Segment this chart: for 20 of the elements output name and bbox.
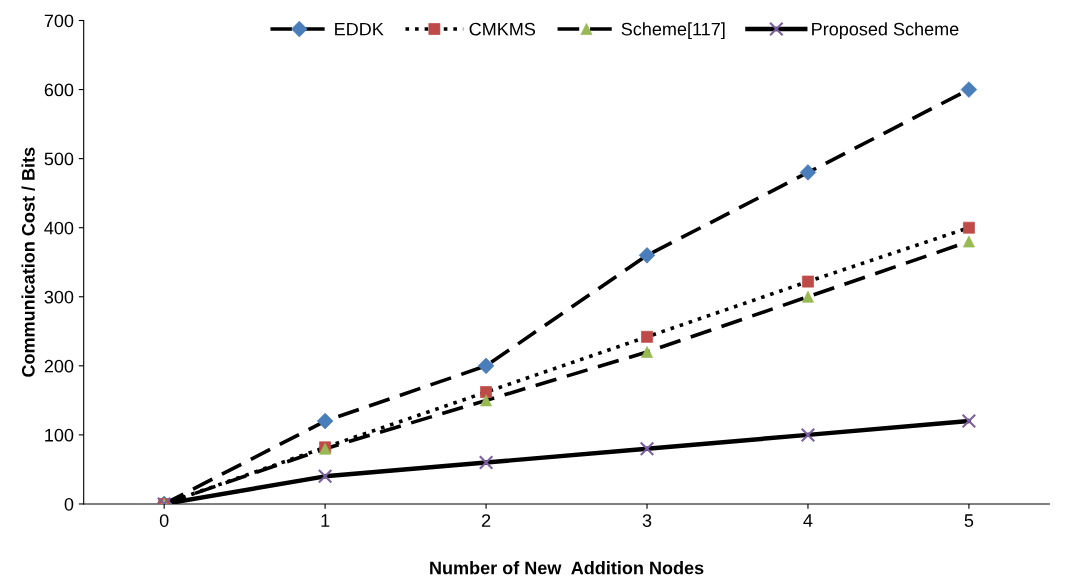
legend-label: CMKMS <box>469 22 536 36</box>
legend-label: Proposed Scheme <box>812 22 959 40</box>
y-tick-label: 600 <box>44 83 74 97</box>
legend-label: Scheme[117] <box>621 22 725 40</box>
x-tick-label: 4 <box>803 514 813 527</box>
y-tick-label: 100 <box>45 428 74 442</box>
x-tick-label: 2 <box>481 514 491 527</box>
y-tick-label: 300 <box>44 290 74 304</box>
y-axis-title: Communication Cost / Bits <box>21 147 35 377</box>
x-tick-label: 1 <box>321 514 330 527</box>
y-tick-label: 400 <box>44 221 74 235</box>
x-axis-title: Number of New Addition Nodes <box>430 561 704 575</box>
y-tick-label: 700 <box>44 14 74 28</box>
legend-label: EDDK <box>335 22 384 36</box>
y-tick-label: 0 <box>64 497 74 511</box>
x-tick-label: 3 <box>642 514 652 527</box>
x-tick-label: 5 <box>964 514 974 527</box>
x-tick-label: 0 <box>159 514 169 527</box>
y-tick-label: 200 <box>44 359 74 373</box>
y-tick-label: 500 <box>44 152 74 166</box>
